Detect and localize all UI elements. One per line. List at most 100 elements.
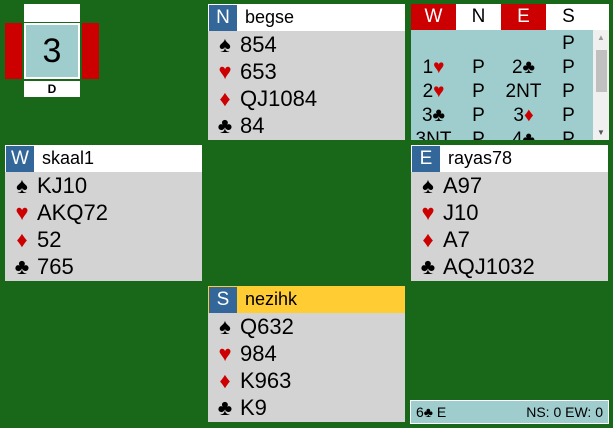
suit-row-clubs: ♣ AQJ1032 [411, 253, 608, 280]
board-number: 3 [24, 23, 80, 79]
cards-clubs[interactable]: 765 [37, 254, 74, 279]
cards-spades[interactable]: A97 [443, 173, 483, 198]
cards-spades[interactable]: 854 [240, 32, 277, 57]
cards-diamonds[interactable]: A7 [443, 227, 470, 252]
scrollbar-thumb[interactable] [596, 50, 607, 92]
bidding-row: 3NT P 4♣ P [411, 128, 591, 140]
vul-top-north [24, 4, 80, 22]
player-name[interactable]: begse [245, 7, 295, 27]
bid-cell: P [562, 33, 575, 54]
spades-icon: ♠ [422, 173, 434, 198]
spades-icon: ♠ [219, 314, 231, 339]
bid-cell: 3♦ [501, 104, 546, 128]
spades-icon: ♠ [219, 32, 231, 57]
bid-header-west: W [411, 4, 456, 30]
suit-row-spades: ♠ A97 [411, 172, 608, 199]
cards-spades[interactable]: Q632 [240, 314, 294, 339]
bidding-row: 2♥ P 2NT P [411, 80, 591, 104]
suit-row-clubs: ♣ K9 [208, 394, 405, 421]
bidding-row: P [411, 32, 591, 56]
clubs-icon: ♣ [217, 395, 233, 420]
cards-diamonds[interactable]: QJ1084 [240, 86, 318, 111]
red-suit-icon: ♥ [433, 57, 445, 78]
cards-spades[interactable]: KJ10 [37, 173, 88, 198]
cards-clubs[interactable]: K9 [240, 395, 267, 420]
bid-text: 1♥ [422, 57, 445, 78]
clubs-icon: ♣ [217, 113, 233, 138]
diamonds-icon: ♦ [219, 368, 231, 393]
diamonds-icon: ♦ [422, 227, 434, 252]
bid-text: 2♣ [511, 57, 536, 78]
bid-cell: P [472, 57, 485, 78]
vul-left-west [5, 23, 22, 79]
bid-header-north: N [471, 6, 486, 27]
player-name[interactable]: skaal1 [42, 148, 95, 168]
bidding-box: W N E S P 1♥ P 2♣ P 2♥ P 2NT P 3♣ P 3♦ P 3NT P 4♣ P ▲ ▼ [411, 4, 609, 140]
bid-cell: 2♣ [501, 56, 546, 80]
spades-icon: ♠ [16, 173, 28, 198]
bid-cell: P [472, 81, 485, 102]
hearts-icon: ♥ [421, 200, 435, 225]
bid-cell: P [562, 81, 575, 102]
bidding-header: W N E S [411, 4, 609, 30]
suit-row-hearts: ♥ J10 [411, 199, 608, 226]
bid-cell: 1♥ [411, 56, 456, 80]
suit-row-hearts: ♥ 653 [208, 58, 405, 85]
contract: 6♣ E [416, 404, 447, 420]
bid-cell: P [472, 105, 485, 126]
suit-row-hearts: ♥ 984 [208, 340, 405, 367]
red-suit-icon: ♥ [433, 81, 445, 102]
hearts-icon: ♥ [218, 341, 232, 366]
bid-header-east: E [501, 4, 546, 30]
suit-row-hearts: ♥ AKQ72 [5, 199, 202, 226]
scroll-up-arrow-icon[interactable]: ▲ [597, 33, 605, 42]
suit-row-diamonds: ♦ K963 [208, 367, 405, 394]
vul-bottom-south-dealer: D [24, 81, 80, 97]
cards-clubs[interactable]: 84 [240, 113, 265, 138]
vul-right-east [82, 23, 99, 79]
bid-cell: P [472, 129, 485, 140]
player-name[interactable]: nezihk [245, 289, 298, 309]
suit-row-clubs: ♣ 765 [5, 253, 202, 280]
player-name[interactable]: rayas78 [448, 148, 513, 168]
status-bar: 6♣ E NS: 0 EW: 0 [410, 400, 609, 424]
cards-hearts[interactable]: J10 [443, 200, 479, 225]
scroll-down-arrow-icon[interactable]: ▼ [597, 128, 605, 137]
seat-label: E [412, 146, 440, 172]
bid-cell [456, 32, 501, 56]
cards-diamonds[interactable]: 52 [37, 227, 62, 252]
bid-cell [411, 32, 456, 56]
diamonds-icon: ♦ [16, 227, 28, 252]
suit-row-spades: ♠ 854 [208, 31, 405, 58]
bid-header-south: S [562, 6, 575, 27]
suit-row-spades: ♠ KJ10 [5, 172, 202, 199]
bidding-scrollbar[interactable]: ▲ ▼ [593, 30, 609, 140]
bid-cell: P [562, 129, 575, 140]
bid-cell: 3♣ [411, 104, 456, 128]
bidding-rows: P 1♥ P 2♣ P 2♥ P 2NT P 3♣ P 3♦ P 3NT P 4♣ P [411, 32, 591, 140]
bid-text: 3♣ [421, 105, 446, 126]
cards-hearts[interactable]: 653 [240, 59, 277, 84]
bid-cell: P [562, 105, 575, 126]
bid-cell: 4♣ [501, 128, 546, 140]
bid-text: 3♦ [513, 105, 534, 126]
diamonds-icon: ♦ [219, 86, 231, 111]
bidding-row: 1♥ P 2♣ P [411, 56, 591, 80]
bid-cell: P [562, 57, 575, 78]
cards-hearts[interactable]: AKQ72 [37, 200, 108, 225]
cards-clubs[interactable]: AQJ1032 [443, 254, 535, 279]
clubs-icon: ♣ [420, 254, 436, 279]
cards-hearts[interactable]: 984 [240, 341, 277, 366]
bidding-row: 3♣ P 3♦ P [411, 104, 591, 128]
suit-row-spades: ♠ Q632 [208, 313, 405, 340]
seat-label: S [209, 287, 237, 313]
bid-text: 4♣ [511, 129, 536, 140]
cards-diamonds[interactable]: K963 [240, 368, 292, 393]
